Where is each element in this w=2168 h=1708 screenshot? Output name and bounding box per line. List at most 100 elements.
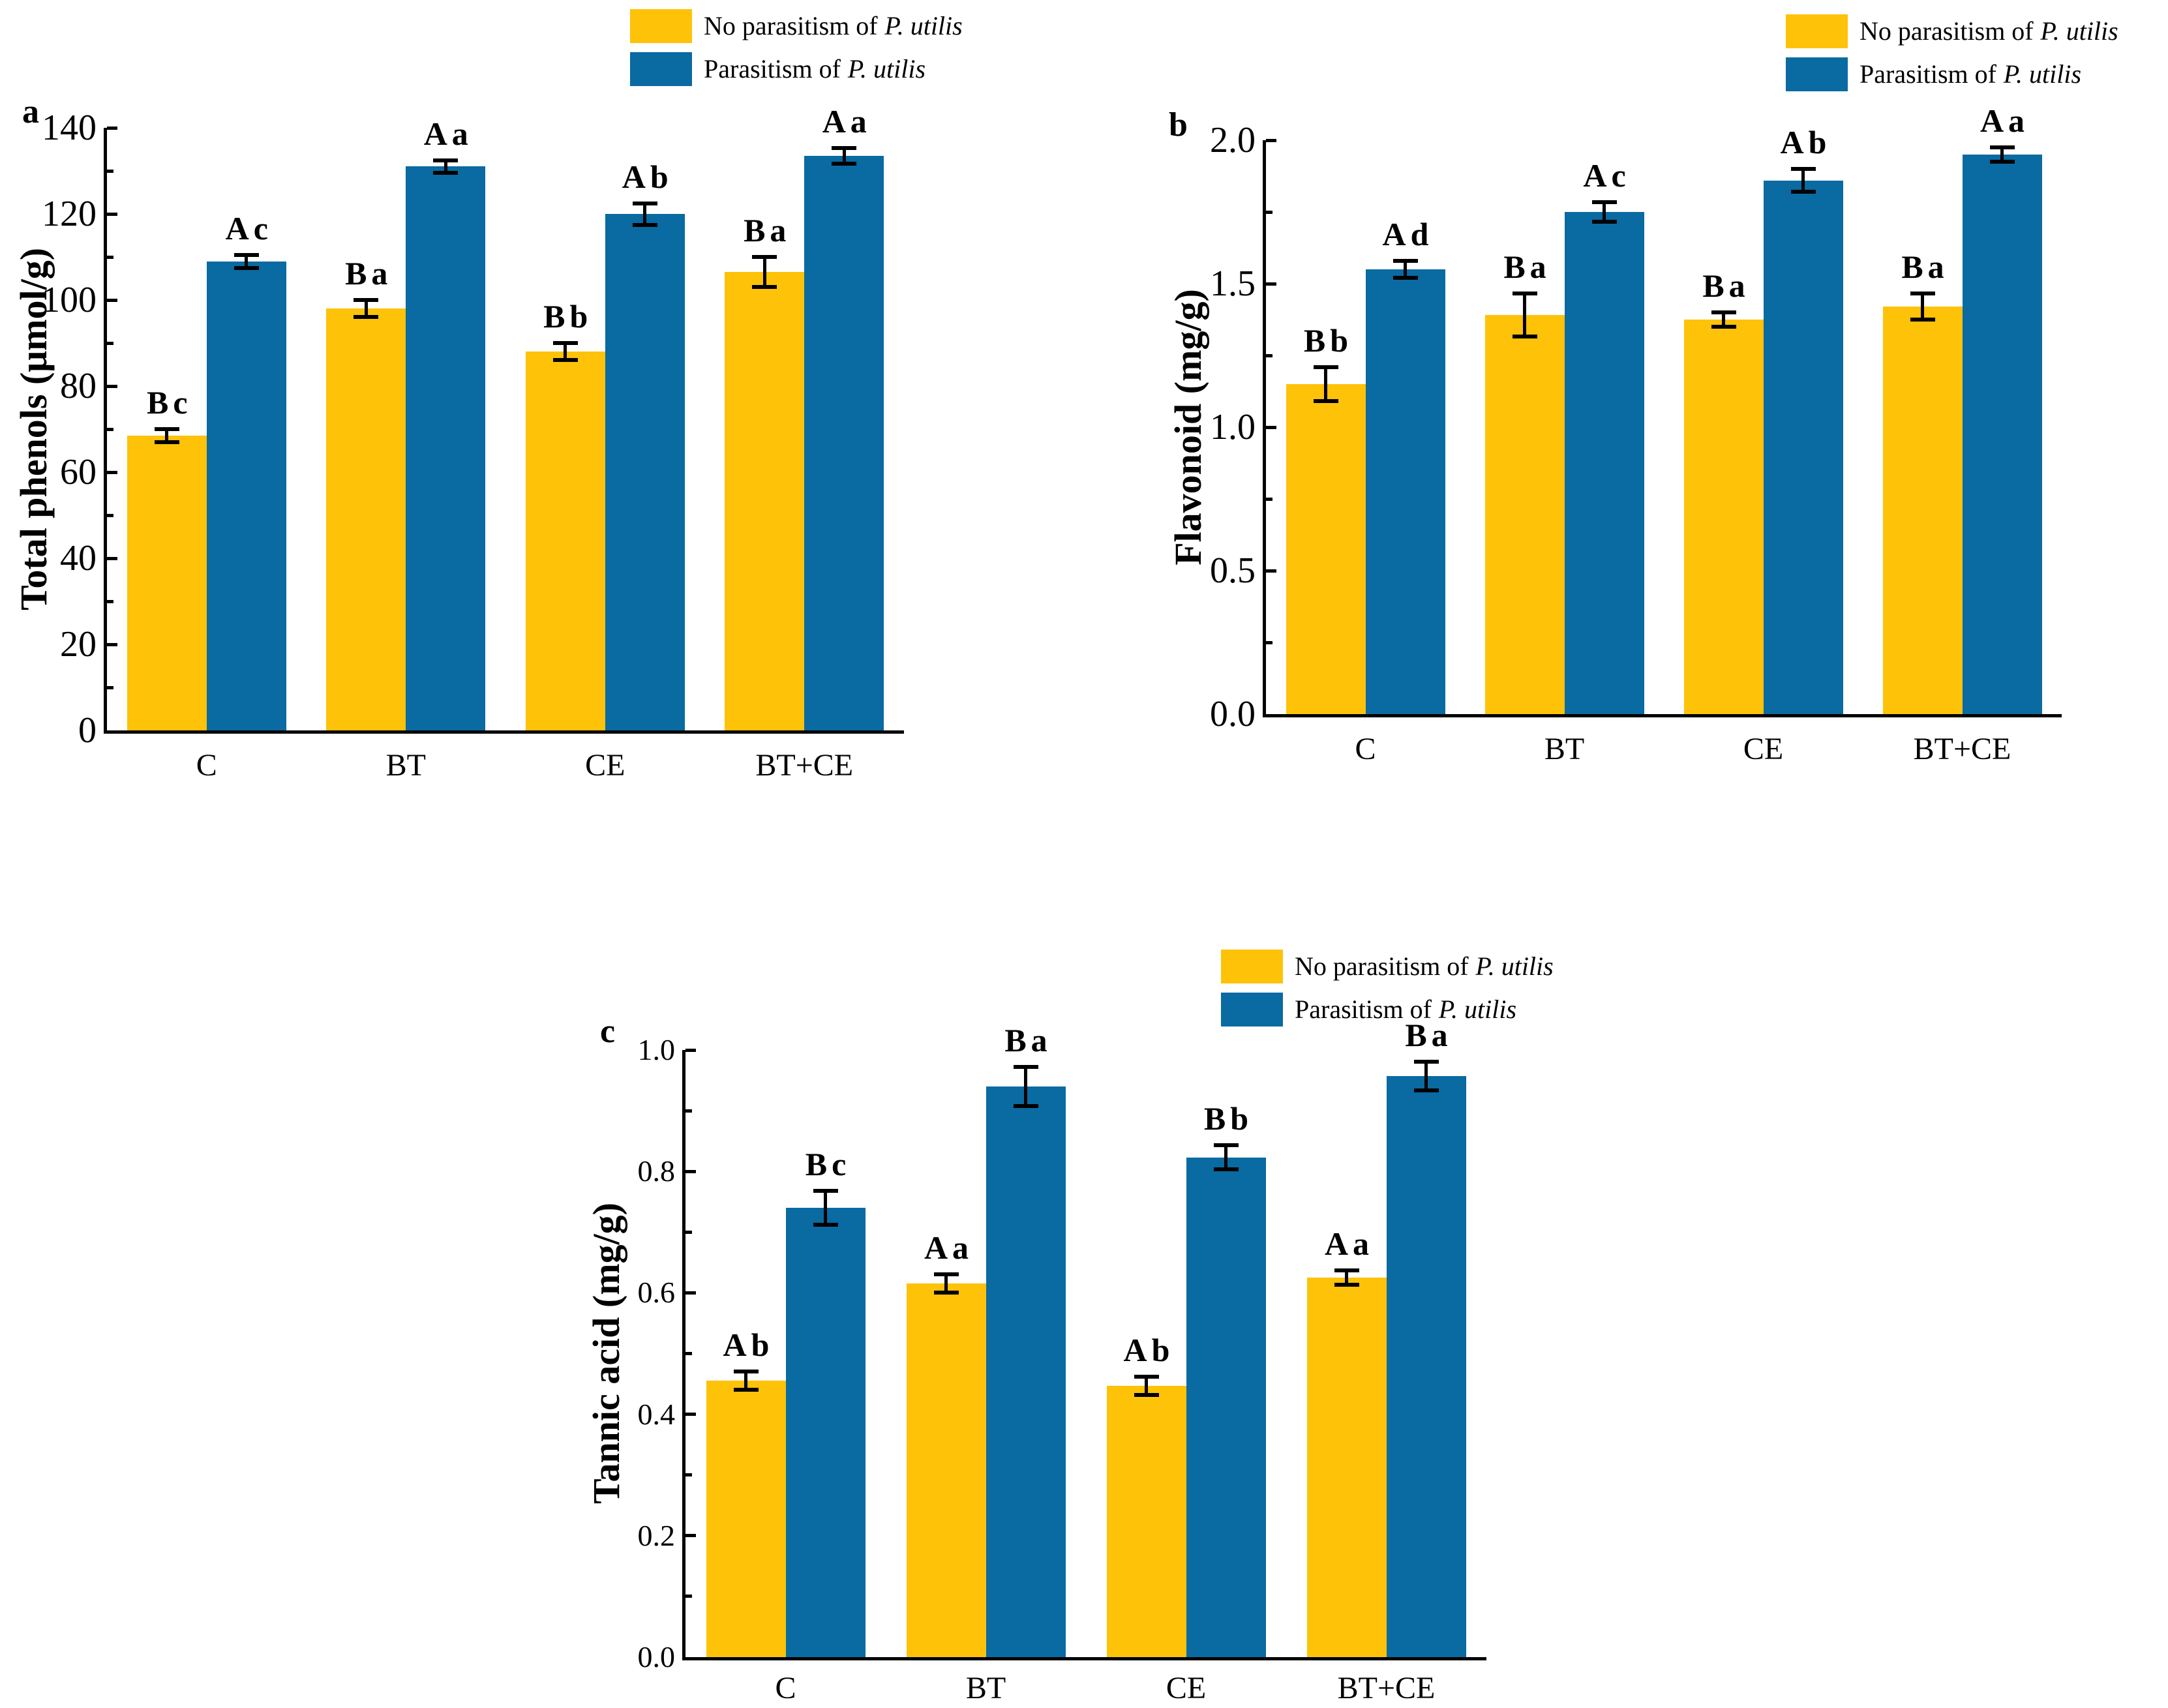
x-axis-category-label: BT [1544,732,1585,766]
error-bar-line [1921,293,1924,320]
error-bar-cap-bottom [552,358,578,363]
bar-no-parasitism [1882,307,1963,714]
x-axis-category-label: BT+CE [1913,732,2011,766]
legend-label-text: No parasitism of [704,11,878,40]
y-axis-minor-tick [1266,353,1272,357]
legend-label-text: No parasitism of [1859,16,2034,46]
y-axis-tick-label: 40 [60,538,97,578]
legend-swatch-no-parasitism [630,9,692,43]
legend-item-no-parasitism: No parasitism of P. utilis [630,9,963,43]
legend-species-name: P. utilis [1438,995,1517,1024]
error-bar-line [1404,260,1407,278]
y-axis-minor-tick [107,169,113,173]
error-bar-line [444,160,447,173]
legend-swatch-no-parasitism [1221,950,1283,983]
error-bar-cap-bottom [733,1388,759,1392]
error-bar-line [762,257,766,288]
legend-species-name: P. utilis [847,54,926,83]
error-bar-cap-top [154,427,179,431]
x-axis-category-label: C [775,1671,796,1705]
error-bar-cap-bottom [354,315,379,320]
significance-label: Aa [423,115,473,152]
y-axis-tick-label: 1.0 [1210,407,1256,447]
error-bar-cap-top [1711,310,1736,314]
error-bar-cap-bottom [1013,1103,1038,1108]
error-bar-cap-top [1393,258,1418,263]
x-axis-category-label: BT+CE [1337,1671,1436,1705]
error-bar-cap-top [632,201,657,205]
error-bar-cap-bottom [632,222,657,227]
y-axis-major-tick [107,126,117,130]
error-bar-cap-top [1512,292,1537,296]
legend-species-name: P. utilis [2003,59,2082,89]
legend-item-parasitism: Parasitism of P. utilis [1786,57,2118,91]
legend-species-name: P. utilis [2040,16,2118,46]
error-bar-line [364,300,368,318]
bar-parasitism [1962,155,2042,714]
error-bar-cap-top [1989,145,2015,149]
y-axis-major-tick [107,642,117,646]
bar-no-parasitism [1286,384,1366,714]
error-bar-cap-top [233,252,259,257]
bar-parasitism [406,166,486,730]
error-bar-line [842,148,846,164]
error-bar-cap-bottom [1413,1088,1439,1093]
bar-no-parasitism [906,1283,986,1657]
error-bar-cap-top [552,341,578,345]
significance-label: Ba [1004,1022,1052,1059]
significance-label: Ab [723,1326,774,1364]
plot-area-total-phenols: 0 20 40 60 80 100 120 140 C Bc Ac BT Ba Aa CE Bb Ab BT+CE… [42,105,904,781]
y-axis-major-tick [685,1048,696,1052]
bar-parasitism [986,1086,1066,1657]
error-bar-cap-top [1313,365,1338,369]
error-bar-cap-bottom [1790,190,1816,194]
y-axis-tick-label: 20 [60,624,97,665]
legend-label: Parasitism of P. utilis [704,55,926,83]
y-axis-minor-tick [685,1230,692,1234]
error-bar-cap-top [354,298,379,302]
error-bar-cap-bottom [233,265,259,270]
y-axis-tick-label: 0.6 [637,1276,676,1310]
significance-label: Aa [1324,1225,1374,1262]
error-bar-line [1324,367,1327,402]
error-bar-cap-bottom [1989,160,2015,164]
error-bar-cap-top [733,1370,759,1374]
significance-label: Ba [1702,267,1750,304]
error-bar-cap-bottom [1711,325,1736,329]
error-bar-line [824,1190,827,1225]
error-bar-line [744,1371,747,1390]
bar-no-parasitism [1306,1278,1387,1657]
y-axis-major-tick [107,384,117,388]
y-axis-major-tick [107,470,117,474]
x-axis-category-label: C [1355,732,1376,766]
significance-label: Bc [805,1146,851,1182]
legend-label-text: No parasitism of [1295,951,1469,981]
plot-area-flavonoid: 0.0 0.5 1.0 1.5 2.0 C Bb Ad BT Ba Ac CE Ba Ab BT+CE Ba A… [1210,104,2062,765]
y-axis-tick-label: 1.0 [637,1033,676,1066]
y-axis-tick-label: 60 [60,452,97,492]
x-axis-category-label: CE [585,748,625,783]
y-axis-tick-label: 0.2 [637,1518,676,1552]
error-bar-cap-bottom [1512,335,1537,339]
error-bar-cap-top [433,158,459,162]
y-axis-major-tick [685,1291,696,1295]
bar-no-parasitism [1106,1385,1186,1657]
legend-item-parasitism: Parasitism of P. utilis [1221,993,1554,1026]
error-bar-line [165,429,169,442]
legend: No parasitism of P. utilis Parasitism of P… [1221,950,1554,1026]
bar-parasitism [1763,180,1843,714]
legend-label: Parasitism of P. utilis [1295,995,1516,1024]
error-bar-cap-top [752,255,777,259]
error-bar-cap-bottom [813,1223,838,1227]
error-bar-line [1345,1270,1348,1285]
legend-label: No parasitism of P. utilis [1295,952,1554,981]
error-bar-line [643,203,647,225]
legend: No parasitism of P. utilis Parasitism of P… [630,9,963,86]
bar-parasitism [605,214,685,730]
significance-label: Ba [1901,248,1949,286]
significance-label: Aa [924,1229,974,1266]
significance-label: Ba [1503,248,1551,286]
legend-swatch-parasitism [1786,57,1848,91]
error-bar-line [1424,1061,1428,1091]
y-axis-major-tick [107,556,117,560]
